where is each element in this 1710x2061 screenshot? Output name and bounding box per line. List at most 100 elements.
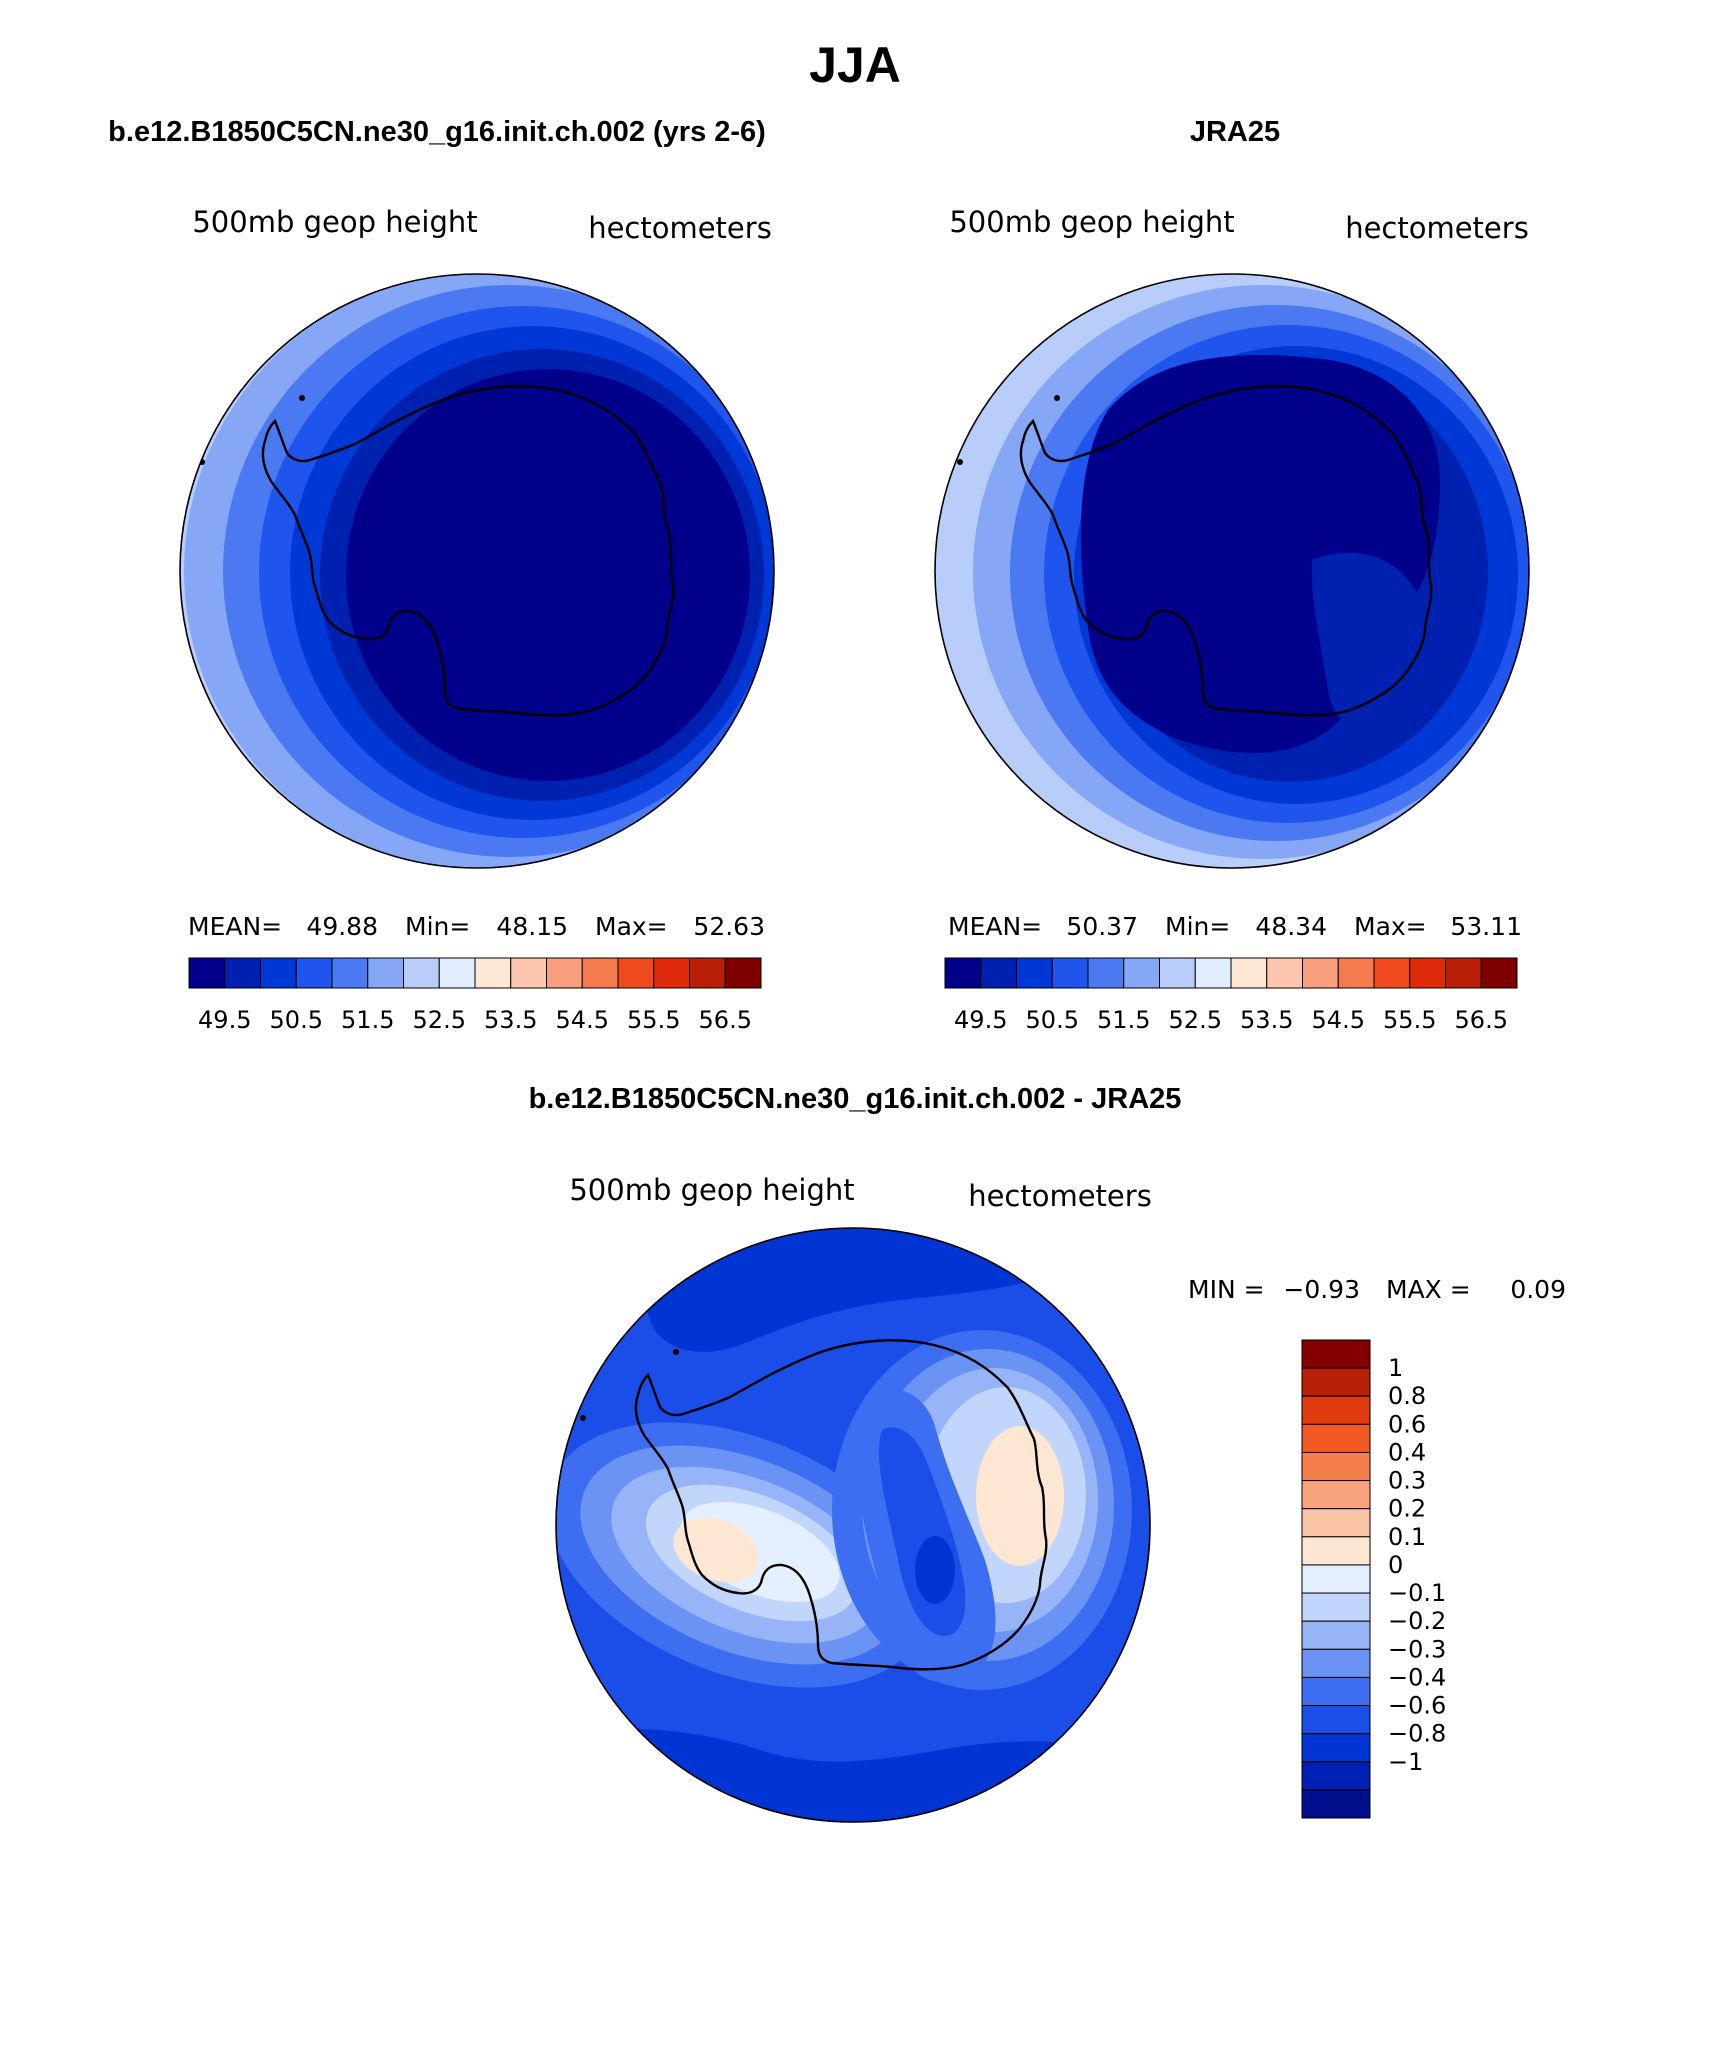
panel-diff-map: [556, 1228, 1150, 1822]
panel-obs-map: [935, 274, 1529, 868]
panel-diff-colorbar-tick-label: −0.8: [1388, 1720, 1446, 1748]
panel-diff-colorbar-tick-label: 0.6: [1388, 1410, 1426, 1438]
panel-obs-colorbar-swatch: [980, 957, 1017, 989]
panel-diff-colorbar-swatch: [1301, 1536, 1371, 1566]
panel-obs-colorbar-swatch: [1337, 957, 1375, 989]
panel-model-colorbar-swatch: [438, 957, 476, 989]
panel-diff-colorbar-swatch: [1301, 1676, 1371, 1707]
panel-model-map: [180, 274, 774, 868]
panel-obs-colorbar-swatch: [1087, 957, 1125, 989]
panel-obs-colorbar-tick-label: 55.5: [1383, 1006, 1436, 1034]
panel-model-colorbar: [188, 957, 762, 989]
panel-diff-colorbar-tick-label: 0.4: [1388, 1438, 1426, 1466]
panel-model-colorbar-tick-label: 51.5: [341, 1006, 394, 1034]
panel-obs-colorbar-tick-label: 51.5: [1097, 1006, 1150, 1034]
panel-obs-min-label: Min=: [1165, 912, 1230, 941]
panel-obs-colorbar-swatch: [1266, 957, 1303, 989]
panel-diff-colorbar-swatch: [1301, 1648, 1371, 1678]
panel-obs-colorbar-tick-label: 54.5: [1312, 1006, 1365, 1034]
panel-obs-colorbar-swatch: [1373, 957, 1411, 989]
panel-diff-colorbar-swatch: [1301, 1395, 1371, 1425]
panel-model-variable-label: 500mb geop height: [192, 205, 477, 239]
panel-model-colorbar-swatch: [367, 957, 404, 989]
panel-obs-colorbar-tick-label: 56.5: [1455, 1006, 1508, 1034]
panel-obs-colorbar-swatch: [1016, 957, 1053, 989]
panel-model-colorbar-swatch: [653, 957, 690, 989]
panel-obs-colorbar-swatch: [1123, 957, 1160, 989]
panel-model-colorbar-tick-label: 56.5: [699, 1006, 752, 1034]
panel-diff-colorbar-swatch: [1301, 1367, 1371, 1397]
panel-diff-colorbar-swatch: [1301, 1480, 1371, 1510]
panel-diff-colorbar-tick-label: 1: [1388, 1354, 1403, 1382]
panel-model-colorbar-swatch: [474, 957, 512, 989]
panel-obs-colorbar-swatch: [944, 957, 982, 989]
panel-model-colorbar-tick-label: 54.5: [556, 1006, 609, 1034]
panel-diff-min-label: MIN =: [1188, 1275, 1265, 1304]
panel-diff-colorbar-tick-label: 0.8: [1388, 1382, 1426, 1410]
panel-diff-colorbar-swatch: [1301, 1508, 1371, 1538]
panel-obs-colorbar-tick-label: 49.5: [954, 1006, 1007, 1034]
panel-diff-title: b.e12.B1850C5CN.ne30_g16.init.ch.002 - J…: [529, 1083, 1182, 1115]
panel-model-colorbar-swatch: [224, 957, 261, 989]
panel-diff-colorbar: [1301, 1339, 1371, 1819]
panel-obs-colorbar-swatch: [1194, 957, 1232, 989]
panel-model-colorbar-tick-label: 55.5: [627, 1006, 680, 1034]
panel-model-max-label: Max=: [595, 912, 668, 941]
panel-model-colorbar-swatch: [689, 957, 726, 989]
panel-diff: b.e12.B1850C5CN.ne30_g16.init.ch.002 - J…: [529, 1083, 1566, 1823]
panel-model-colorbar-swatch: [510, 957, 547, 989]
panel-diff-min-value: −0.93: [1283, 1275, 1360, 1304]
panel-model-max-value: 52.63: [693, 912, 765, 941]
panel-diff-colorbar-swatch: [1301, 1733, 1371, 1763]
panel-diff-colorbar-swatch: [1301, 1423, 1371, 1453]
panel-obs-colorbar-tick-label: 52.5: [1169, 1006, 1222, 1034]
panel-diff-max-label: MAX =: [1386, 1275, 1471, 1304]
panel-model-colorbar-swatch: [260, 957, 297, 989]
panel-obs-colorbar-swatch: [1230, 957, 1268, 989]
panel-diff-colorbar-labels: 10.80.60.40.30.20.10−0.1−0.2−0.3−0.4−0.6…: [1388, 1354, 1446, 1776]
panel-obs-colorbar: [944, 957, 1518, 989]
panel-diff-colorbar-tick-label: 0: [1388, 1551, 1403, 1579]
panel-model-mean-label: MEAN=: [188, 912, 282, 941]
panel-diff-variable-label: 500mb geop height: [569, 1173, 854, 1207]
panel-model-colorbar-tick-label: 53.5: [484, 1006, 537, 1034]
panel-diff-colorbar-tick-label: −0.4: [1388, 1663, 1446, 1691]
panel-model: b.e12.B1850C5CN.ne30_g16.init.ch.002 (yr…: [108, 116, 775, 1034]
panel-diff-colorbar-swatch: [1301, 1451, 1371, 1482]
panel-model-colorbar-swatch: [724, 957, 762, 989]
panel-diff-colorbar-tick-label: −0.2: [1388, 1607, 1446, 1635]
panel-diff-colorbar-tick-label: −0.3: [1388, 1635, 1446, 1663]
panel-diff-colorbar-swatch: [1301, 1789, 1371, 1819]
panel-model-colorbar-tick-label: 49.5: [198, 1006, 251, 1034]
panel-obs-colorbar-swatch: [1409, 957, 1446, 989]
panel-obs-mean-value: 50.37: [1066, 912, 1138, 941]
panel-obs-colorbar-tick-label: 53.5: [1240, 1006, 1293, 1034]
panel-obs-title: JRA25: [1190, 116, 1280, 148]
panel-model-colorbar-swatch: [295, 957, 333, 989]
panel-diff-units-label: hectometers: [968, 1179, 1152, 1213]
panel-model-min-label: Min=: [405, 912, 470, 941]
panel-model-min-value: 48.15: [496, 912, 568, 941]
panel-model-colorbar-swatch: [188, 957, 226, 989]
panel-obs-stats: MEAN= 50.37 Min= 48.34 Max= 53.11: [948, 912, 1522, 941]
panel-obs-units-label: hectometers: [1345, 211, 1529, 245]
panel-obs-colorbar-swatch: [1159, 957, 1196, 989]
panel-obs-colorbar-swatch: [1051, 957, 1089, 989]
panel-obs-max-label: Max=: [1354, 912, 1427, 941]
panel-diff-colorbar-tick-label: 0.1: [1388, 1523, 1426, 1551]
panel-obs: JRA25 500mb geop height hectometers MEAN…: [934, 116, 1530, 1034]
panel-obs-colorbar-labels: 49.5 50.5 51.5 52.5 53.5 54.5 55.5 56.5: [954, 1006, 1508, 1034]
panel-model-colorbar-labels: 49.5 50.5 51.5 52.5 53.5 54.5 55.5 56.5: [198, 1006, 752, 1034]
panel-obs-max-value: 53.11: [1450, 912, 1522, 941]
panel-model-colorbar-swatch: [403, 957, 440, 989]
panel-obs-colorbar-swatch: [1480, 957, 1518, 989]
panel-model-units-label: hectometers: [588, 211, 772, 245]
panel-diff-colorbar-tick-label: 0.3: [1388, 1467, 1426, 1495]
panel-diff-colorbar-swatch: [1301, 1339, 1371, 1369]
panel-model-colorbar-tick-label: 52.5: [413, 1006, 466, 1034]
panel-diff-colorbar-tick-label: −1: [1388, 1748, 1423, 1776]
panel-diff-max-value: 0.09: [1510, 1275, 1566, 1304]
panel-diff-colorbar-tick-label: −0.1: [1388, 1579, 1446, 1607]
panel-model-colorbar-tick-label: 50.5: [270, 1006, 323, 1034]
